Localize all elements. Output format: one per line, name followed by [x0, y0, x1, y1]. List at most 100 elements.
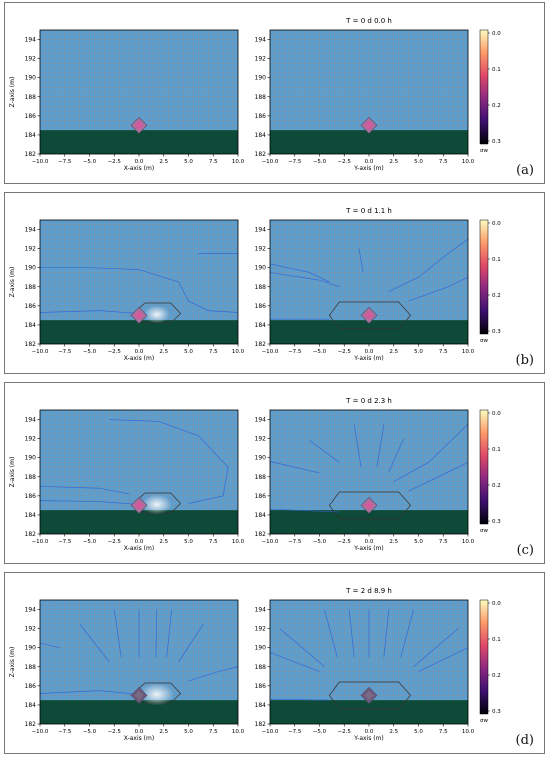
streamlines	[269, 424, 469, 513]
x-tick-label: −5.0	[313, 539, 327, 545]
streamlines	[39, 609, 239, 695]
y-tick-label: 190	[25, 455, 37, 462]
x-tick-label: 2.5	[389, 159, 398, 165]
streamline	[393, 424, 469, 482]
colorbar-label: σw	[480, 338, 488, 344]
x-tick-label: 0.0	[135, 159, 144, 165]
colorbar: 0.0 0.1 0.2 0.3 σw	[479, 29, 501, 154]
x-tick-label: −2.5	[338, 159, 352, 165]
streamline	[178, 623, 204, 663]
x-tick-label: −2.5	[338, 729, 352, 735]
x-tick-label: 5.0	[414, 729, 423, 735]
y-tick-label: 186	[25, 303, 37, 310]
x-tick-label: −10.0	[32, 729, 49, 735]
panel-c-plot: −10.0 −7.5 −5.0 −2.5 0.0 2.5 5.0 7.5 10.0 X-axis …	[9, 397, 501, 552]
x-tick-label: 0.0	[135, 539, 144, 545]
streamline	[269, 698, 330, 701]
y-tick-label: 184	[25, 132, 37, 139]
panel-title: T = 2 d 8.9 h	[345, 587, 392, 595]
y-tick-label: 188	[25, 284, 37, 291]
colorbar: 0.0 0.1 0.2 0.3 σw	[479, 409, 501, 534]
y-tick-label: 192	[25, 436, 37, 443]
subplot-left: −10.0 −7.5 −5.0 −2.5 0.0 2.5 5.0 7.5 10.0 X-axis …	[9, 599, 245, 742]
colorbar-tick-label: 0.2	[492, 103, 501, 109]
streamline	[408, 276, 469, 302]
x-tick-label: −7.5	[288, 349, 302, 355]
y-tick-label: 186	[255, 683, 267, 690]
pipe-outline	[130, 492, 182, 514]
x-tick-label: −10.0	[32, 539, 49, 545]
pipe-outline	[130, 302, 182, 324]
streamline	[109, 419, 229, 504]
panel-letter-label: (d)	[515, 733, 534, 748]
x-tick-label: 2.5	[389, 539, 398, 545]
y-tick-label: 192	[255, 436, 267, 443]
x-tick-label: −10.0	[262, 159, 279, 165]
x-tick-label: 10.0	[232, 349, 245, 355]
y-tick-label: 194	[25, 607, 37, 614]
bedrock-region	[40, 510, 238, 534]
y-tick-label: 188	[255, 94, 267, 101]
y-tick-label: 188	[255, 284, 267, 291]
y-tick-label: 186	[255, 113, 267, 120]
y-tick-label: 192	[255, 246, 267, 253]
y-tick-label: 182	[255, 341, 267, 348]
panel-a: −10.0 −7.5 −5.0 −2.5 0.0 2.5 5.0 7.5 10.0 X-axis …	[4, 2, 545, 184]
streamline	[358, 248, 364, 273]
streamline	[269, 272, 340, 288]
source-core	[364, 120, 374, 130]
colorbar: 0.0 0.1 0.2 0.3 σw	[479, 599, 501, 724]
x-tick-label: −7.5	[288, 159, 302, 165]
x-axis-label: X-axis (m)	[124, 165, 154, 172]
streamline	[79, 623, 110, 663]
x-tick-label: −7.5	[58, 729, 72, 735]
streamlines	[269, 609, 469, 701]
colorbar-tick-label: 0.2	[492, 293, 501, 299]
streamline	[388, 238, 469, 292]
subplot-right: −10.0 −7.5 −5.0 −2.5 0.0 2.5 5.0 7.5 10.0 Y-axis …	[255, 599, 475, 742]
streamline	[279, 628, 325, 668]
y-tick-label: 194	[25, 227, 37, 234]
y-tick-label: 184	[255, 322, 267, 329]
y-tick-label: 194	[25, 37, 37, 44]
streamline	[376, 424, 385, 468]
y-axis-label: Z-axis (m)	[9, 457, 16, 488]
x-tick-label: −7.5	[288, 729, 302, 735]
x-tick-label: 10.0	[462, 539, 475, 545]
y-tick-label: 184	[25, 702, 37, 709]
streamline	[39, 690, 140, 695]
y-axis-label: Z-axis (m)	[9, 77, 16, 108]
x-tick-label: −5.0	[313, 349, 327, 355]
bedrock-region	[270, 130, 468, 154]
x-tick-label: −10.0	[32, 349, 49, 355]
x-tick-label: −2.5	[338, 349, 352, 355]
y-tick-label: 182	[255, 721, 267, 728]
y-tick-label: 182	[255, 531, 267, 538]
y-tick-label: 182	[25, 341, 37, 348]
streamline	[309, 440, 340, 463]
x-tick-label: 2.5	[159, 729, 168, 735]
panel-b-plot: −10.0 −7.5 −5.0 −2.5 0.0 2.5 5.0 7.5 10.0 X-axis …	[9, 207, 501, 362]
x-tick-label: −5.0	[83, 539, 97, 545]
streamlines	[39, 253, 239, 314]
x-tick-label: −2.5	[108, 539, 122, 545]
subplot-left: −10.0 −7.5 −5.0 −2.5 0.0 2.5 5.0 7.5 10.0 X-axis …	[9, 409, 245, 552]
pipe-outline	[328, 301, 412, 330]
x-tick-label: 0.0	[365, 539, 374, 545]
bedrock-region	[40, 700, 238, 724]
x-tick-label: 0.0	[135, 349, 144, 355]
x-tick-label: 5.0	[414, 159, 423, 165]
y-tick-label: 192	[25, 246, 37, 253]
streamline	[188, 666, 239, 682]
x-tick-label: 0.0	[365, 159, 374, 165]
colorbar-tick-label: 0.3	[492, 709, 501, 715]
x-tick-label: −5.0	[83, 729, 97, 735]
x-tick-label: −2.5	[338, 539, 352, 545]
colorbar: 0.0 0.1 0.2 0.3 σw	[479, 219, 501, 344]
panel-b: −10.0 −7.5 −5.0 −2.5 0.0 2.5 5.0 7.5 10.0 X-axis …	[4, 192, 545, 374]
x-tick-label: 5.0	[184, 159, 193, 165]
source-core	[364, 690, 374, 700]
streamline	[324, 609, 338, 658]
y-axis-label: Z-axis (m)	[9, 647, 16, 678]
x-tick-label: 2.5	[389, 729, 398, 735]
